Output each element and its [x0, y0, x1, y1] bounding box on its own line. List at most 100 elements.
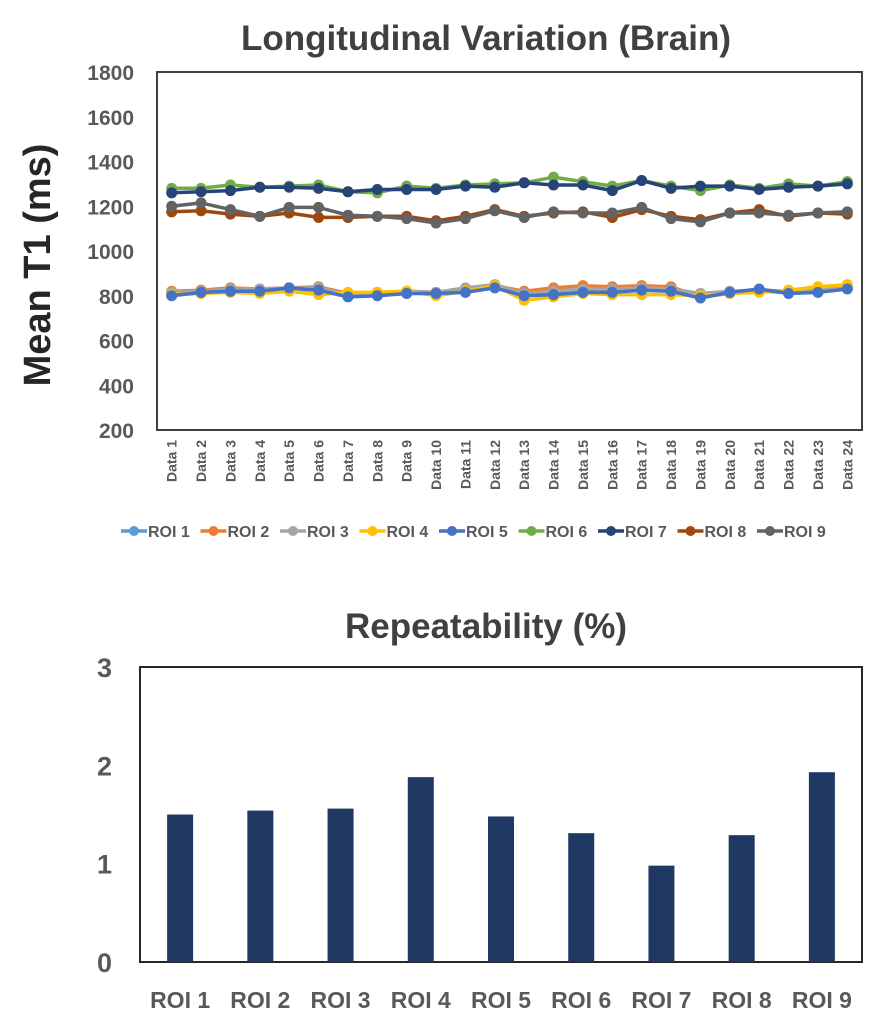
x-tick-label: ROI 7	[631, 987, 691, 1013]
data-point	[636, 175, 648, 187]
series-line	[171, 201, 848, 225]
data-point	[342, 291, 354, 303]
data-point	[841, 178, 853, 190]
y-tick-label: 600	[99, 331, 134, 354]
x-tick-label: ROI 1	[150, 987, 210, 1013]
data-point	[254, 210, 266, 222]
data-point	[841, 206, 853, 218]
y-tick-label: 1400	[87, 152, 134, 175]
data-point	[812, 180, 824, 192]
data-point	[254, 181, 266, 193]
legend-entry: ROI 6	[518, 524, 588, 541]
data-point	[459, 286, 471, 298]
x-tick-label: Data 15	[575, 440, 591, 490]
x-tick-label: Data 1	[164, 440, 180, 482]
y-tick-label: 1000	[87, 241, 134, 264]
data-point	[665, 182, 677, 194]
data-point	[577, 286, 589, 298]
bar-chart-title: Repeatability (%)	[345, 607, 627, 646]
data-point	[342, 209, 354, 221]
series-roi-5	[166, 282, 853, 304]
line-chart-series	[166, 171, 853, 306]
data-point	[606, 286, 618, 298]
data-point	[195, 186, 207, 198]
data-point	[636, 201, 648, 213]
data-point	[401, 183, 413, 195]
legend-entry: ROI 4	[359, 524, 429, 541]
bar-chart-bars	[167, 772, 835, 962]
x-tick-label: Data 7	[340, 440, 356, 482]
legend-label: ROI 6	[546, 524, 588, 541]
data-point	[166, 200, 178, 212]
data-point	[489, 282, 501, 294]
data-point	[724, 180, 736, 192]
data-point	[371, 210, 383, 222]
x-tick-label: ROI 4	[391, 987, 451, 1013]
data-point	[430, 217, 442, 229]
data-point	[283, 282, 295, 294]
y-tick-label: 200	[99, 420, 134, 443]
legend-label: ROI 1	[148, 524, 190, 541]
data-point	[665, 285, 677, 297]
bar-chart-x-ticks: ROI 1 ROI 2 ROI 3 ROI 4 ROI 5 ROI 6 ROI 7 ROI 8…	[150, 987, 852, 1013]
legend-entry: ROI 5	[439, 524, 508, 541]
bar	[247, 810, 274, 962]
data-point	[224, 285, 236, 297]
data-point	[606, 207, 618, 219]
data-point	[342, 186, 354, 198]
line-chart-plot-area	[156, 71, 863, 431]
data-point	[753, 183, 765, 195]
x-tick-label: Data 8	[369, 440, 385, 482]
legend-marker	[288, 526, 298, 536]
line-chart-y-axis-label: Mean T1 (ms)	[17, 144, 59, 387]
y-tick-label: 0	[97, 948, 112, 978]
bar	[167, 814, 194, 962]
data-point	[841, 283, 853, 295]
data-point	[694, 180, 706, 192]
bar	[808, 772, 835, 962]
x-tick-label: Data 12	[487, 440, 503, 490]
x-tick-label: Data 18	[663, 440, 679, 490]
data-point	[518, 290, 530, 302]
series-roi-9	[166, 197, 853, 229]
x-tick-label: Data 21	[751, 440, 767, 490]
x-tick-label: Data 20	[722, 440, 738, 490]
data-point	[548, 289, 560, 301]
legend-label: ROI 8	[705, 524, 747, 541]
legend-label: ROI 9	[784, 524, 826, 541]
data-point	[166, 290, 178, 302]
data-point	[724, 286, 736, 298]
legend-entry: ROI 9	[757, 524, 826, 541]
data-point	[665, 213, 677, 225]
y-tick-label: 3	[97, 653, 112, 683]
x-tick-label: Data 24	[839, 440, 855, 490]
data-point	[489, 181, 501, 193]
legend-label: ROI 5	[466, 524, 508, 541]
series-roi-7	[166, 175, 853, 199]
bar	[648, 865, 675, 962]
legend-marker	[685, 526, 696, 536]
data-point	[371, 183, 383, 195]
bar	[568, 833, 595, 962]
x-tick-label: Data 5	[281, 440, 297, 482]
data-point	[489, 205, 501, 217]
legend-marker	[526, 526, 537, 536]
data-point	[313, 284, 325, 296]
y-tick-label: 1600	[87, 107, 134, 130]
x-tick-label: ROI 6	[551, 987, 611, 1013]
legend-marker	[129, 526, 139, 536]
legend-marker	[606, 526, 616, 536]
bar	[488, 816, 514, 962]
data-point	[401, 213, 413, 225]
data-point	[812, 286, 824, 298]
legend-entry: ROI 7	[598, 524, 667, 541]
legend-entry: ROI 8	[677, 524, 747, 541]
x-tick-label: Data 19	[692, 440, 708, 490]
legend-label: ROI 4	[387, 524, 429, 541]
y-tick-label: 1	[97, 850, 112, 880]
data-point	[313, 182, 325, 194]
x-tick-label: Data 10	[428, 440, 444, 490]
data-point	[224, 204, 236, 216]
x-tick-label: ROI 3	[311, 987, 371, 1013]
